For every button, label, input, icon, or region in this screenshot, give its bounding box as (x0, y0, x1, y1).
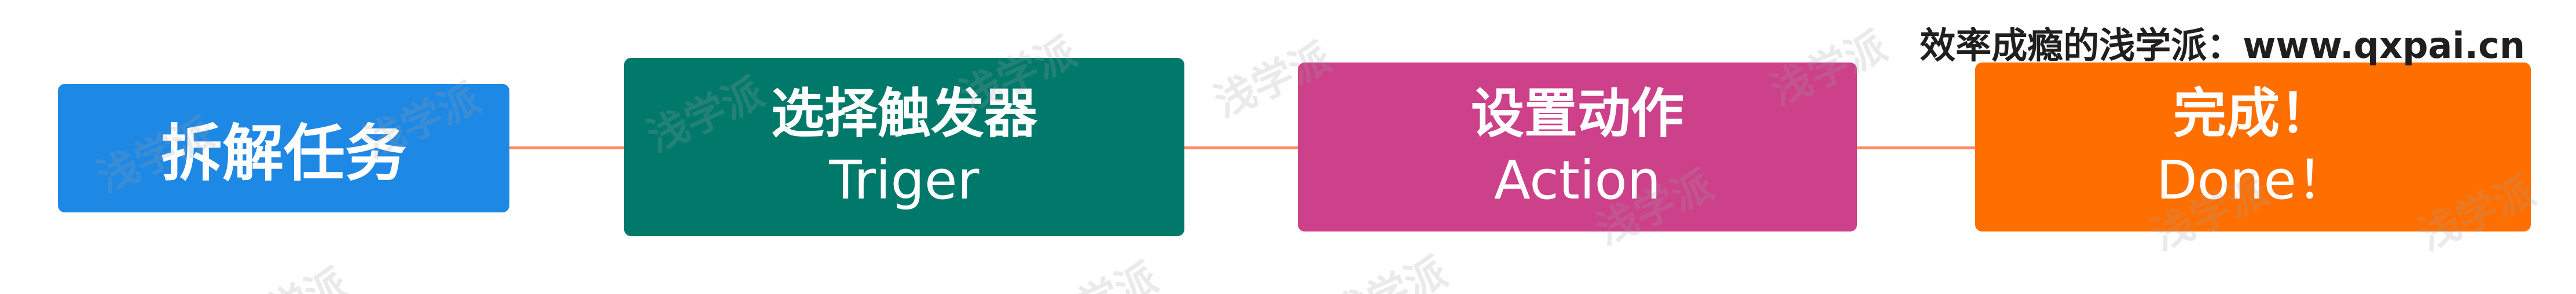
node-label: 完成！ (2173, 83, 2333, 145)
node-decompose-task[interactable]: 拆解任务 (58, 84, 509, 212)
connector-line (1184, 146, 1298, 149)
node-sublabel: Action (1494, 149, 1661, 211)
node-done[interactable]: 完成！ Done！ (1975, 63, 2531, 231)
node-select-trigger[interactable]: 选择触发器 Triger (624, 58, 1184, 236)
node-sublabel: Triger (829, 149, 979, 211)
connector-line (509, 146, 624, 149)
watermark-text: 浅学派 (1030, 246, 1165, 294)
connector-line (1857, 146, 1975, 149)
node-sublabel: Done！ (2156, 149, 2350, 211)
watermark-text: 浅学派 (220, 252, 355, 294)
brand-caption: 效率成瘾的浅学派：www.qxpai.cn (1920, 24, 2525, 67)
node-set-action[interactable]: 设置动作 Action (1298, 63, 1857, 231)
node-label: 选择触发器 (770, 83, 1037, 145)
watermark-text: 浅学派 (1320, 240, 1455, 294)
node-label: 设置动作 (1470, 83, 1684, 145)
node-label: 拆解任务 (161, 118, 406, 189)
